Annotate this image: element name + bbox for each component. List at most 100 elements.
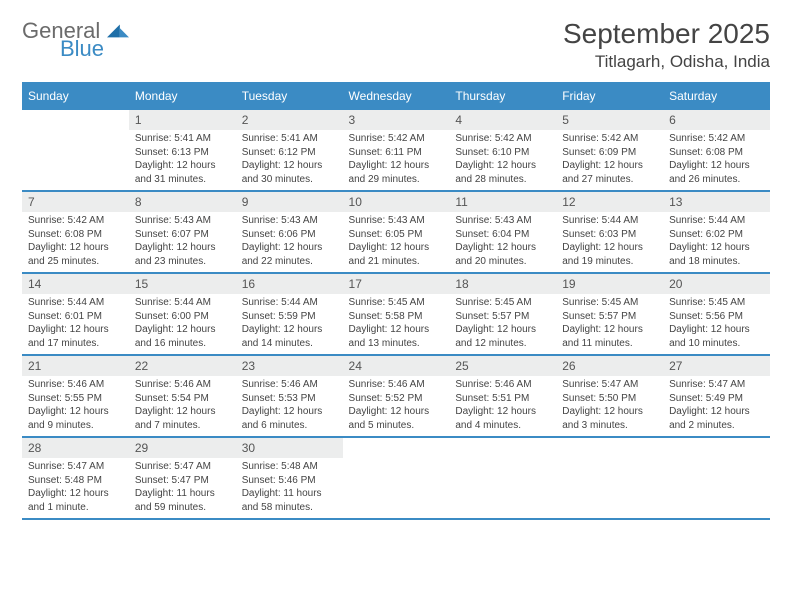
sunset-text: Sunset: 6:11 PM	[349, 146, 444, 160]
day-number: 2	[236, 110, 343, 130]
day-data: Sunrise: 5:47 AMSunset: 5:50 PMDaylight:…	[556, 376, 663, 436]
daylight-text: Daylight: 12 hours and 11 minutes.	[562, 323, 657, 350]
day-number: 3	[343, 110, 450, 130]
weekday-header: Monday	[129, 83, 236, 109]
header: General Blue September 2025 Titlagarh, O…	[22, 18, 770, 72]
calendar-day-cell: 27Sunrise: 5:47 AMSunset: 5:49 PMDayligh…	[663, 355, 770, 437]
daylight-text: Daylight: 12 hours and 28 minutes.	[455, 159, 550, 186]
calendar-week-row: 14Sunrise: 5:44 AMSunset: 6:01 PMDayligh…	[22, 273, 770, 355]
sunrise-text: Sunrise: 5:46 AM	[28, 378, 123, 392]
calendar-day-cell: 20Sunrise: 5:45 AMSunset: 5:56 PMDayligh…	[663, 273, 770, 355]
day-number	[343, 438, 450, 444]
calendar-day-cell	[343, 437, 450, 519]
calendar-day-cell: 3 Sunrise: 5:42 AMSunset: 6:11 PMDaylight…	[343, 109, 450, 191]
sunset-text: Sunset: 6:08 PM	[669, 146, 764, 160]
day-number: 6	[663, 110, 770, 130]
sunset-text: Sunset: 5:59 PM	[242, 310, 337, 324]
day-number: 16	[236, 274, 343, 294]
sunrise-text: Sunrise: 5:41 AM	[242, 132, 337, 146]
sunset-text: Sunset: 5:56 PM	[669, 310, 764, 324]
day-data: Sunrise: 5:43 AMSunset: 6:04 PMDaylight:…	[449, 212, 556, 272]
weekday-header: Wednesday	[343, 83, 450, 109]
calendar-day-cell: 26Sunrise: 5:47 AMSunset: 5:50 PMDayligh…	[556, 355, 663, 437]
calendar-day-cell: 10Sunrise: 5:43 AMSunset: 6:05 PMDayligh…	[343, 191, 450, 273]
day-number	[663, 438, 770, 444]
sunset-text: Sunset: 6:01 PM	[28, 310, 123, 324]
sunrise-text: Sunrise: 5:47 AM	[135, 460, 230, 474]
sunset-text: Sunset: 5:54 PM	[135, 392, 230, 406]
daylight-text: Daylight: 12 hours and 29 minutes.	[349, 159, 444, 186]
day-data: Sunrise: 5:43 AMSunset: 6:07 PMDaylight:…	[129, 212, 236, 272]
day-number: 1	[129, 110, 236, 130]
sunset-text: Sunset: 5:57 PM	[562, 310, 657, 324]
day-data: Sunrise: 5:45 AMSunset: 5:57 PMDaylight:…	[556, 294, 663, 354]
daylight-text: Daylight: 12 hours and 16 minutes.	[135, 323, 230, 350]
daylight-text: Daylight: 12 hours and 14 minutes.	[242, 323, 337, 350]
sunrise-text: Sunrise: 5:43 AM	[135, 214, 230, 228]
day-number: 18	[449, 274, 556, 294]
calendar-day-cell: 9Sunrise: 5:43 AMSunset: 6:06 PMDaylight…	[236, 191, 343, 273]
calendar-week-row: 28Sunrise: 5:47 AMSunset: 5:48 PMDayligh…	[22, 437, 770, 519]
day-data: Sunrise: 5:42 AMSunset: 6:09 PMDaylight:…	[556, 130, 663, 190]
day-number: 10	[343, 192, 450, 212]
daylight-text: Daylight: 12 hours and 6 minutes.	[242, 405, 337, 432]
sunrise-text: Sunrise: 5:43 AM	[455, 214, 550, 228]
logo-triangle-icon	[107, 22, 129, 38]
sunset-text: Sunset: 6:06 PM	[242, 228, 337, 242]
calendar-day-cell: 12Sunrise: 5:44 AMSunset: 6:03 PMDayligh…	[556, 191, 663, 273]
sunrise-text: Sunrise: 5:44 AM	[135, 296, 230, 310]
calendar-day-cell: 6Sunrise: 5:42 AMSunset: 6:08 PMDaylight…	[663, 109, 770, 191]
sunrise-text: Sunrise: 5:47 AM	[562, 378, 657, 392]
daylight-text: Daylight: 12 hours and 20 minutes.	[455, 241, 550, 268]
sunrise-text: Sunrise: 5:44 AM	[242, 296, 337, 310]
calendar-day-cell: 1Sunrise: 5:41 AMSunset: 6:13 PMDaylight…	[129, 109, 236, 191]
sunrise-text: Sunrise: 5:46 AM	[349, 378, 444, 392]
day-data: Sunrise: 5:45 AMSunset: 5:56 PMDaylight:…	[663, 294, 770, 354]
day-number	[22, 110, 129, 116]
logo: General Blue	[22, 18, 129, 44]
day-number: 28	[22, 438, 129, 458]
daylight-text: Daylight: 12 hours and 4 minutes.	[455, 405, 550, 432]
daylight-text: Daylight: 12 hours and 19 minutes.	[562, 241, 657, 268]
day-data: Sunrise: 5:43 AMSunset: 6:06 PMDaylight:…	[236, 212, 343, 272]
daylight-text: Daylight: 12 hours and 21 minutes.	[349, 241, 444, 268]
calendar-day-cell: 2Sunrise: 5:41 AMSunset: 6:12 PMDaylight…	[236, 109, 343, 191]
daylight-text: Daylight: 12 hours and 25 minutes.	[28, 241, 123, 268]
day-data: Sunrise: 5:44 AMSunset: 6:03 PMDaylight:…	[556, 212, 663, 272]
calendar-day-cell: 14Sunrise: 5:44 AMSunset: 6:01 PMDayligh…	[22, 273, 129, 355]
sunrise-text: Sunrise: 5:43 AM	[349, 214, 444, 228]
day-data: Sunrise: 5:46 AMSunset: 5:51 PMDaylight:…	[449, 376, 556, 436]
calendar-day-cell: 30Sunrise: 5:48 AMSunset: 5:46 PMDayligh…	[236, 437, 343, 519]
day-data: Sunrise: 5:44 AMSunset: 6:00 PMDaylight:…	[129, 294, 236, 354]
sunset-text: Sunset: 5:47 PM	[135, 474, 230, 488]
sunrise-text: Sunrise: 5:45 AM	[669, 296, 764, 310]
daylight-text: Daylight: 12 hours and 7 minutes.	[135, 405, 230, 432]
weekday-header: Thursday	[449, 83, 556, 109]
day-number: 24	[343, 356, 450, 376]
sunrise-text: Sunrise: 5:46 AM	[242, 378, 337, 392]
day-data: Sunrise: 5:46 AMSunset: 5:52 PMDaylight:…	[343, 376, 450, 436]
calendar-day-cell: 7Sunrise: 5:42 AMSunset: 6:08 PMDaylight…	[22, 191, 129, 273]
sunrise-text: Sunrise: 5:43 AM	[242, 214, 337, 228]
sunset-text: Sunset: 6:13 PM	[135, 146, 230, 160]
daylight-text: Daylight: 12 hours and 9 minutes.	[28, 405, 123, 432]
calendar-day-cell: 25Sunrise: 5:46 AMSunset: 5:51 PMDayligh…	[449, 355, 556, 437]
calendar-day-cell: 4Sunrise: 5:42 AMSunset: 6:10 PMDaylight…	[449, 109, 556, 191]
sunrise-text: Sunrise: 5:47 AM	[669, 378, 764, 392]
logo-text-blue: Blue	[60, 36, 104, 62]
sunset-text: Sunset: 6:08 PM	[28, 228, 123, 242]
day-data: Sunrise: 5:45 AMSunset: 5:57 PMDaylight:…	[449, 294, 556, 354]
day-data: Sunrise: 5:47 AMSunset: 5:48 PMDaylight:…	[22, 458, 129, 518]
daylight-text: Daylight: 12 hours and 26 minutes.	[669, 159, 764, 186]
day-data: Sunrise: 5:46 AMSunset: 5:55 PMDaylight:…	[22, 376, 129, 436]
calendar-day-cell: 15Sunrise: 5:44 AMSunset: 6:00 PMDayligh…	[129, 273, 236, 355]
sunrise-text: Sunrise: 5:42 AM	[349, 132, 444, 146]
sunrise-text: Sunrise: 5:48 AM	[242, 460, 337, 474]
calendar-week-row: 21Sunrise: 5:46 AMSunset: 5:55 PMDayligh…	[22, 355, 770, 437]
day-data: Sunrise: 5:44 AMSunset: 6:01 PMDaylight:…	[22, 294, 129, 354]
calendar-day-cell: 5Sunrise: 5:42 AMSunset: 6:09 PMDaylight…	[556, 109, 663, 191]
day-data: Sunrise: 5:42 AMSunset: 6:08 PMDaylight:…	[663, 130, 770, 190]
day-data: Sunrise: 5:44 AMSunset: 6:02 PMDaylight:…	[663, 212, 770, 272]
sunrise-text: Sunrise: 5:42 AM	[28, 214, 123, 228]
calendar-table: Sunday Monday Tuesday Wednesday Thursday…	[22, 82, 770, 520]
